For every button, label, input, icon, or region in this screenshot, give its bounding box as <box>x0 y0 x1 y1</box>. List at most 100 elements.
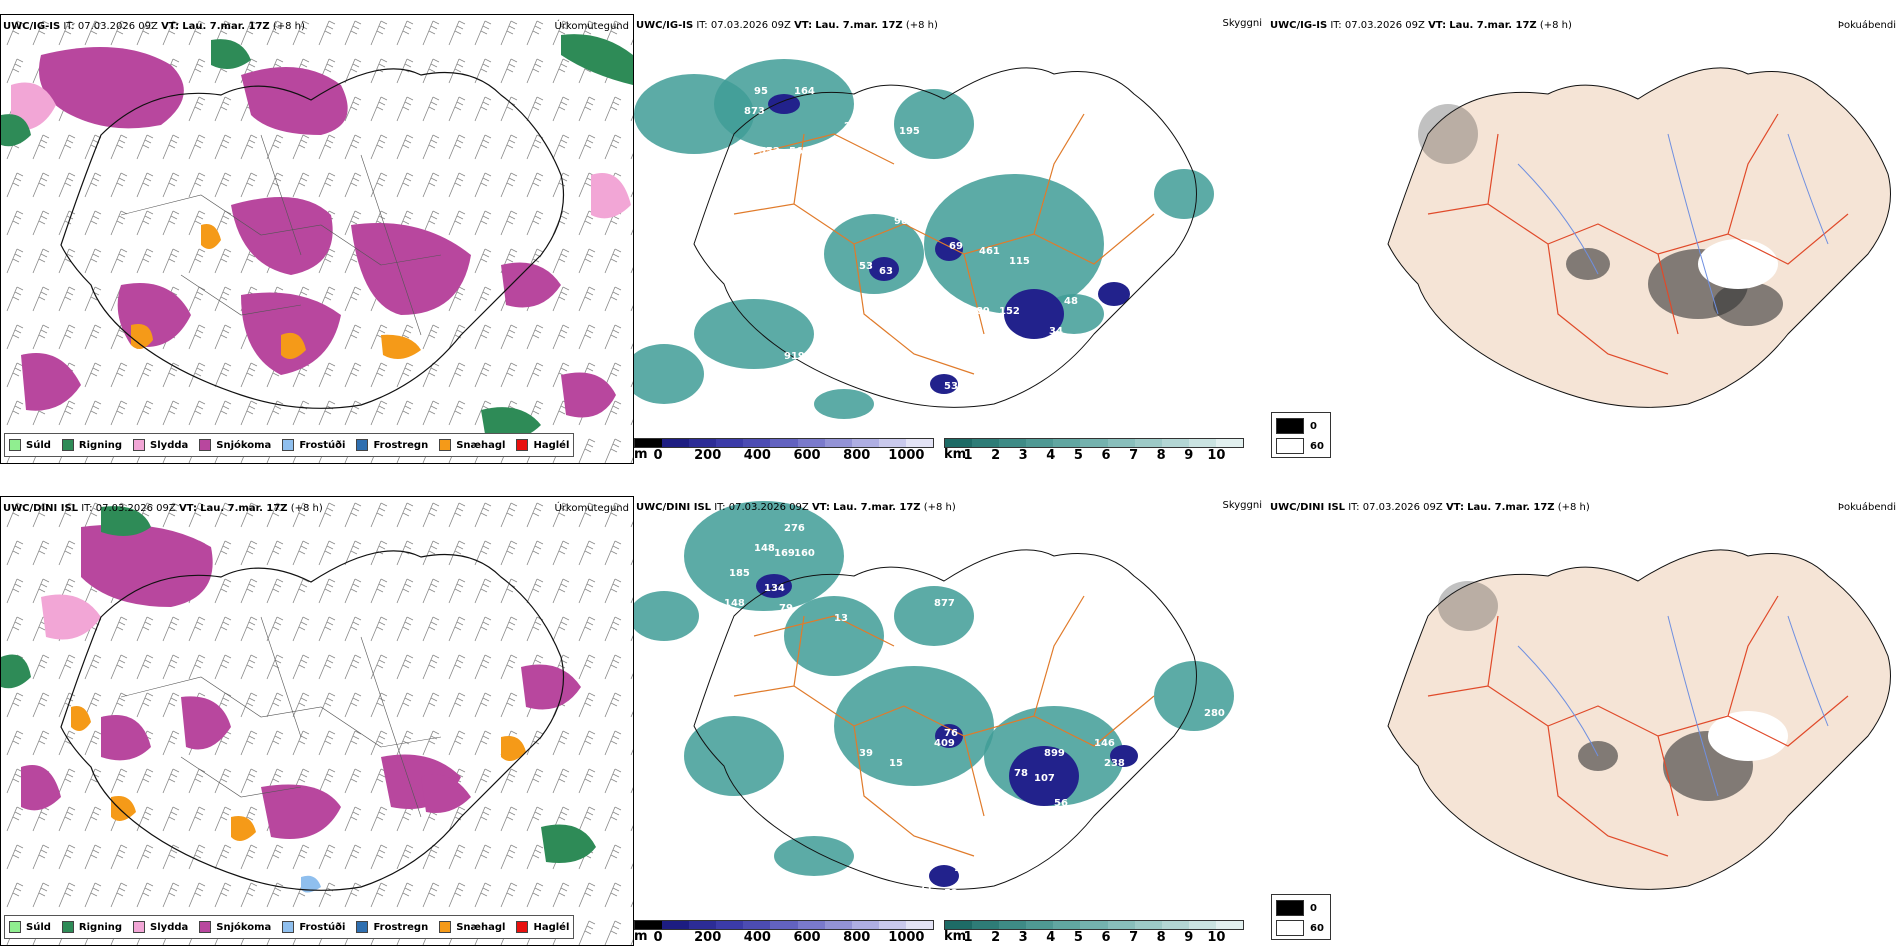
iceland-land-fog-dini <box>1387 549 1891 890</box>
cloudbase-labels-igis: 95 164 873 292 195 552 56 981 69 53 63 461 115 80 289 1… <box>744 86 1118 402</box>
visibility-cbar-tick: 1 <box>963 930 973 944</box>
visibility-cbar-bin <box>1161 439 1189 447</box>
cloudbase-label: 981 <box>894 216 915 227</box>
cloudbase-cbar-bin <box>878 921 906 929</box>
precip-map-igis <box>1 15 633 463</box>
visibility-cbar-tick: 2 <box>991 930 1001 944</box>
precip-panel-dini: UWC/DINI ISL IT: 07.03.2026 09Z VT: Lau.… <box>0 496 634 946</box>
precip-type-title-igis: Úrkomutegund <box>554 21 629 32</box>
precip-panel-igis: UWC/IG-IS IT: 07.03.2026 09Z VT: Lau. 7.… <box>0 14 634 464</box>
cloudbase-label: 78 <box>1014 768 1028 779</box>
cloudbase-label: 164 <box>794 86 815 97</box>
cloudbase-cbar-bin <box>635 439 663 447</box>
cloudbase-label: 280 <box>1204 708 1225 719</box>
legend-swatch-snaehagl <box>439 921 452 933</box>
cloudbase-label: 185 <box>729 568 750 579</box>
precip-blobs <box>1 34 633 441</box>
legend-swatch-snaehagl <box>439 439 452 451</box>
fog-legend-swatch <box>1276 418 1304 434</box>
legend-swatch-slydda <box>133 439 146 451</box>
cloudbase-cbar-tick: 400 <box>743 448 771 462</box>
cloudbase-label: 246 <box>914 341 935 352</box>
iceland-outline-precip-igis <box>60 68 565 409</box>
cloudbase-label: 115 <box>1009 256 1030 267</box>
cloudbase-cbar-bin <box>689 921 717 929</box>
cloudbase-label: 877 <box>934 598 955 609</box>
cloudbase-label: 146 <box>1094 738 1115 749</box>
visibility-cbar-bin <box>1134 439 1162 447</box>
visibility-cbar-bin <box>1026 921 1054 929</box>
visibility-cbar-bin <box>1053 439 1081 447</box>
visibility-cbar-bin <box>972 921 1000 929</box>
legend-swatch-snjokoma <box>199 921 212 933</box>
visibility-cbar-bin <box>1188 439 1216 447</box>
legend-swatch-haglel <box>516 921 529 933</box>
visibility-cbar-bin <box>1107 921 1135 929</box>
fog-type-title-dini: Þokuábendi <box>1837 502 1896 513</box>
fog-legend-dini: 0 60 <box>1271 894 1331 940</box>
precip-type-title-dini: Úrkomutegund <box>554 503 629 514</box>
visibility-cbar-bin <box>972 439 1000 447</box>
visibility-cbar-tick: 7 <box>1129 448 1139 462</box>
visibility-cbar-bin <box>1107 439 1135 447</box>
precip-map-dini <box>1 497 633 945</box>
visibility-cbar-bin <box>1161 921 1189 929</box>
cloudbase-cbar-bin <box>770 921 798 929</box>
visibility-cbar-tick: 4 <box>1046 930 1056 944</box>
cloudbase-cbar-bin <box>905 439 934 447</box>
legend-item-rigning: Rigning <box>61 439 122 451</box>
cloudbase-cbar-unit: m <box>634 929 648 944</box>
visibility-cbar-tick: 5 <box>1073 930 1083 944</box>
legend-label-frostudi: Frostúði <box>299 921 346 933</box>
visibility-cbar-bin <box>1215 921 1244 929</box>
fog-legend-label: 60 <box>1310 440 1324 452</box>
visibility-cbar-tick: 8 <box>1156 930 1166 944</box>
legend-label-suld: Súld <box>26 921 51 933</box>
cloudbase-label: 552 <box>759 146 780 157</box>
fog-legend-row: 0 <box>1276 418 1317 434</box>
cloudbase-label: 195 <box>899 126 920 137</box>
cloudbase-label: 95 <box>954 863 968 874</box>
legend-item-rigning: Rigning <box>61 921 122 933</box>
cloudbase-cbar-tick: 1000 <box>888 448 925 462</box>
visibility-cbar-bin <box>945 439 973 447</box>
fog-legend-igis: 0 60 <box>1271 412 1331 458</box>
cloudbase-label: 34 <box>1049 326 1063 337</box>
cloudbase-label: 238 <box>1104 758 1125 769</box>
legend-item-frostudi: Frostúði <box>282 921 345 933</box>
clouds-type-title-dini: Skyggni <box>1222 500 1262 511</box>
cloudbase-cbar-tick: 800 <box>843 448 871 462</box>
cloudbase-cbar-bar <box>634 438 934 448</box>
legend-item-snaehagl: Snæhagl <box>439 439 505 451</box>
legend-label-suld: Súld <box>26 439 51 451</box>
cloudbase-label: 148 <box>724 598 745 609</box>
legend-label-frostregn: Frostregn <box>373 439 429 451</box>
cloudbase-cbar-bin <box>662 921 690 929</box>
cloudbase-label: 39 <box>859 748 873 759</box>
cloudbase-label: 160 <box>794 548 815 559</box>
cloudbase-cbar-bar <box>634 920 934 930</box>
cloudbase-cbar-tick: 400 <box>743 930 771 944</box>
cloudbase-cbar-bin <box>635 921 663 929</box>
cloudbase-cbar-bin <box>824 439 852 447</box>
legend-label-snjokoma: Snjókoma <box>216 921 272 933</box>
visibility-cbar-bin <box>999 439 1027 447</box>
cloudbase-label: 136 <box>984 828 1005 839</box>
cloudbase-label: 52 <box>944 888 958 899</box>
fog-legend-row: 60 <box>1276 438 1324 454</box>
visibility-cbar-bin <box>1053 921 1081 929</box>
precip-blobs-dini <box>1 506 596 893</box>
visibility-cbar-bar <box>944 920 1244 930</box>
precip-legend-igis: Súld Rigning Slydda Snjókoma Frostúði Frostre… <box>4 433 575 457</box>
cloudbase-cbar-bin <box>662 439 690 447</box>
cloudbase-label: 873 <box>744 106 765 117</box>
visibility-cbar-bin <box>999 921 1027 929</box>
visibility-colorbar-dini: km 1 2 3 4 5 6 7 8 9 10 <box>944 920 1244 944</box>
legend-item-snjokoma: Snjókoma <box>199 921 271 933</box>
visibility-cbar-unit: km <box>944 929 967 944</box>
fog-legend-swatch <box>1276 438 1304 454</box>
clouds-panel-igis: 95 164 873 292 195 552 56 981 69 53 63 461 115 80 289 1… <box>634 14 1266 462</box>
cloudbase-label: 134 <box>764 583 785 594</box>
cloudbase-cbar-bin <box>797 921 825 929</box>
